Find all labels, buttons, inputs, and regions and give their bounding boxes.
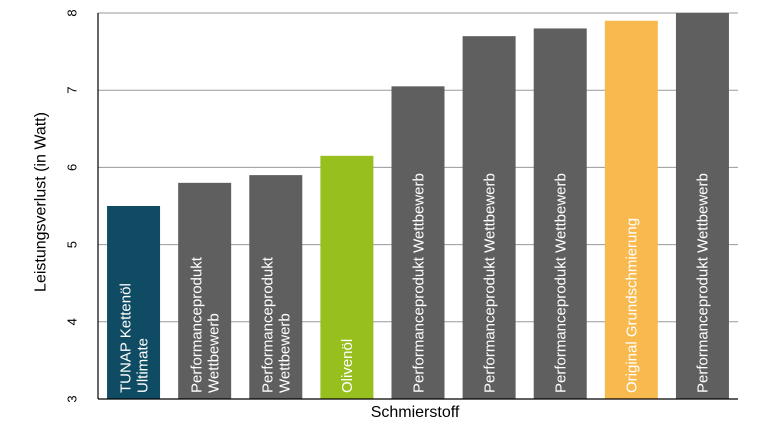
y-tick-label: 4 (65, 318, 80, 325)
bar (462, 36, 516, 399)
y-tick-labels: 3 4 5 6 7 8 (65, 9, 80, 402)
bar (178, 182, 232, 399)
bar-label: TUNAP Kettenöl (117, 283, 134, 393)
y-tick-label: 8 (65, 9, 80, 16)
bar-label: Wettbewerb (277, 313, 294, 393)
y-axis-label: Leistungsverlust (in Watt) (33, 112, 50, 292)
bar-label: Performanceprodukt (260, 256, 277, 393)
bar (391, 86, 445, 399)
bars: TUNAP Kettenöl Ultimate Performanceprodukt… (107, 13, 729, 399)
bar-label: Original Grundschmierung (624, 218, 641, 393)
bar (107, 206, 161, 399)
bar-label: Performanceprodukt (188, 256, 205, 393)
bar (675, 13, 729, 399)
bar-label: Performanceprodukt Wettbewerb (410, 173, 427, 393)
bar (249, 175, 303, 399)
y-tick-label: 3 (65, 395, 80, 402)
bar (320, 155, 374, 399)
bar-label: Ultimate (134, 338, 151, 393)
bar-label: Olivenöl (339, 339, 356, 393)
bar (604, 20, 658, 399)
bar (533, 28, 587, 399)
x-axis-label: Schmierstoff (371, 404, 460, 421)
bar-label: Performanceprodukt Wettbewerb (552, 173, 569, 393)
y-tick-label: 5 (65, 241, 80, 248)
bar-label: Performanceprodukt Wettbewerb (695, 173, 712, 393)
y-tick-label: 6 (65, 164, 80, 171)
bar-label: Performanceprodukt Wettbewerb (481, 173, 498, 393)
bar-label: Wettbewerb (205, 313, 222, 393)
y-tick-label: 7 (65, 87, 80, 94)
